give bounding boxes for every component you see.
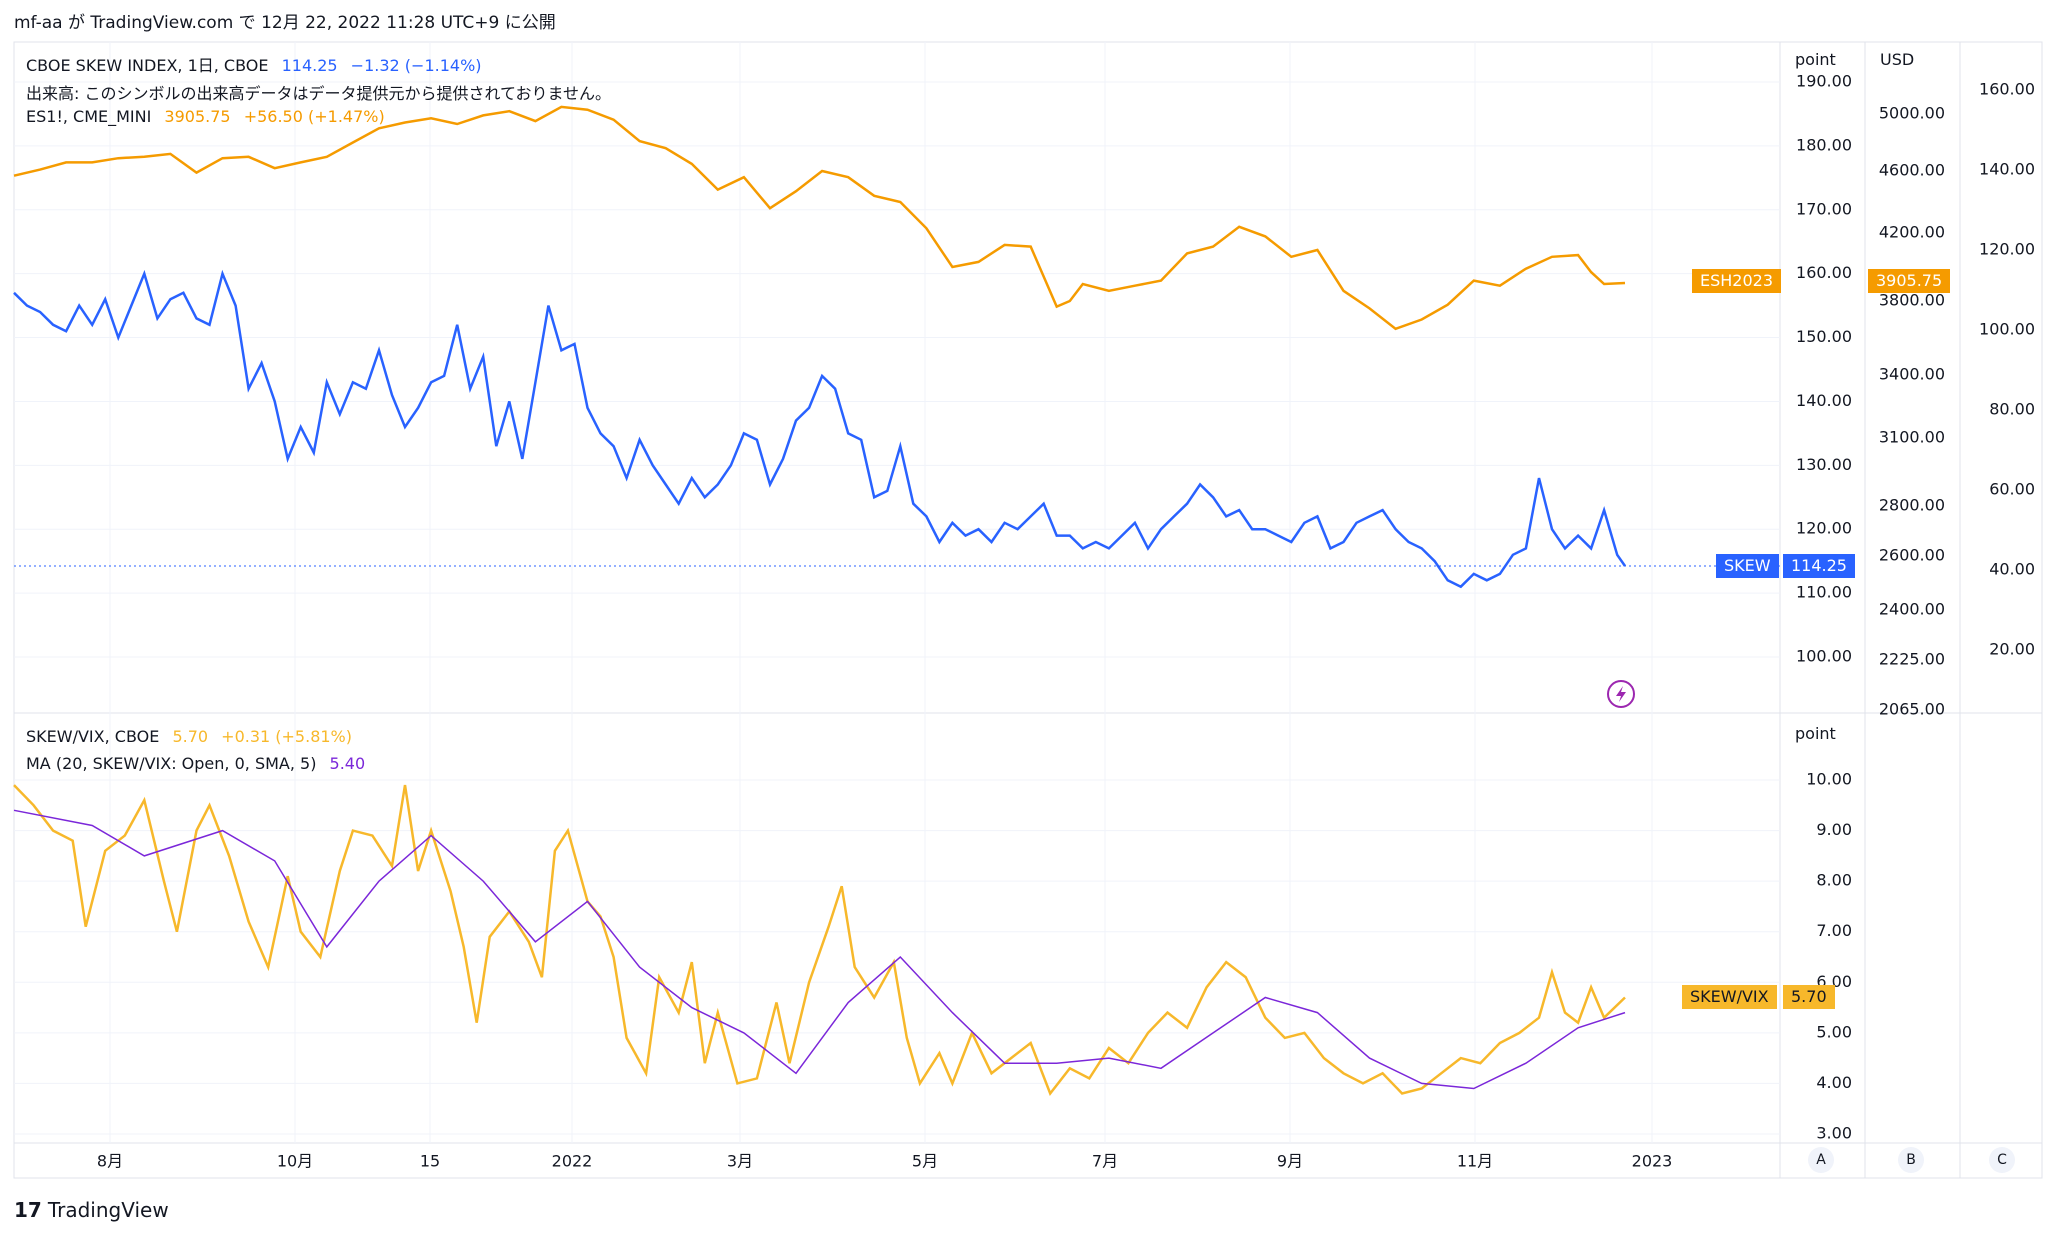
axis-b-tick-label: 3100.00 bbox=[1879, 428, 1945, 447]
es-series-line bbox=[13, 105, 1626, 331]
skew-vix-change: +0.31 (+5.81%) bbox=[221, 727, 352, 746]
axis-b-tick-label: 3400.00 bbox=[1879, 365, 1945, 384]
lower-axis-tick-label: 8.00 bbox=[1816, 871, 1852, 890]
time-axis-label: 2022 bbox=[552, 1152, 593, 1171]
time-axis-label: 9月 bbox=[1277, 1152, 1303, 1171]
axis-b-tick-label: 2400.00 bbox=[1879, 600, 1945, 619]
lower-axis-unit: point bbox=[1795, 724, 1836, 743]
es-value-tag: 3905.75 bbox=[1868, 269, 1951, 293]
ma-value: 5.40 bbox=[329, 754, 366, 773]
lower-axis-tick-label: 10.00 bbox=[1806, 770, 1852, 789]
scale-button-b[interactable]: B bbox=[1898, 1147, 1924, 1173]
tradingview-mark-icon: 17 bbox=[14, 1198, 42, 1222]
publish-info: mf-aa が TradingView.com で 12月 22, 2022 1… bbox=[14, 13, 556, 33]
ma-name: MA (20, SKEW/VIX: Open, 0, SMA, 5) bbox=[26, 754, 317, 773]
skew-label-tag: SKEW bbox=[1716, 554, 1779, 578]
lower-legend-line2[interactable]: MA (20, SKEW/VIX: Open, 0, SMA, 5) 5.40 bbox=[26, 754, 373, 773]
axis-b-tick-label: 2800.00 bbox=[1879, 496, 1945, 515]
axis-b-tick-label: 4600.00 bbox=[1879, 161, 1945, 180]
skew-price: 114.25 bbox=[281, 56, 338, 75]
time-axis-label: 8月 bbox=[97, 1152, 123, 1171]
axis-a-tick-label: 110.00 bbox=[1796, 583, 1852, 602]
lower-axis-tick-label: 4.00 bbox=[1816, 1073, 1852, 1092]
lightning-icon[interactable] bbox=[1607, 680, 1635, 708]
axis-c-tick-label: 20.00 bbox=[1989, 640, 2035, 659]
skew-vix-label-tag: SKEW/VIX bbox=[1682, 985, 1777, 1009]
axis-ticks: 190.00 180.00 170.00 160.00 150.00 140.00 130.… bbox=[97, 72, 2035, 1171]
axis-b-tick-label: 2600.00 bbox=[1879, 546, 1945, 565]
axis-a-tick-label: 120.00 bbox=[1796, 519, 1852, 538]
axis-a-tick-label: 130.00 bbox=[1796, 455, 1852, 474]
es-symbol-name: ES1!, CME_MINI bbox=[26, 107, 152, 126]
time-axis-label: 3月 bbox=[727, 1152, 753, 1171]
tradingview-logo[interactable]: 17 TradingView bbox=[14, 1198, 169, 1222]
grid bbox=[14, 42, 1780, 1143]
axis-b-tick-label: 5000.00 bbox=[1879, 104, 1945, 123]
chart-frame bbox=[13, 41, 2043, 1179]
time-axis-label: 7月 bbox=[1092, 1152, 1118, 1171]
axis-a-tick-label: 140.00 bbox=[1796, 391, 1852, 410]
axis-c-tick-label: 140.00 bbox=[1979, 160, 2035, 179]
time-axis-label: 5月 bbox=[912, 1152, 938, 1171]
axis-a-tick-label: 180.00 bbox=[1796, 135, 1852, 154]
axis-b-tick-label: 4200.00 bbox=[1879, 223, 1945, 242]
axis-b-unit: USD bbox=[1880, 50, 1915, 69]
time-axis-label: 2023 bbox=[1632, 1152, 1673, 1171]
axis-a-tick-label: 190.00 bbox=[1796, 72, 1852, 91]
skew-vix-price: 5.70 bbox=[172, 727, 209, 746]
skew-value-tag: 114.25 bbox=[1783, 554, 1855, 578]
volume-note: 出来高: このシンボルの出来高データはデータ提供元から提供されておりません。 bbox=[26, 84, 612, 103]
skew-symbol-name: CBOE SKEW INDEX, 1日, CBOE bbox=[26, 56, 269, 75]
axis-b-tick-label: 2065.00 bbox=[1879, 700, 1945, 719]
es-label-tag: ESH2023 bbox=[1692, 269, 1782, 293]
lower-legend-line1[interactable]: SKEW/VIX, CBOE 5.70 +0.31 (+5.81%) bbox=[26, 727, 360, 746]
tradingview-logo-text: TradingView bbox=[47, 1198, 169, 1222]
skew-vix-series-line bbox=[13, 784, 1626, 1097]
skew-vix-symbol-name: SKEW/VIX, CBOE bbox=[26, 727, 160, 746]
main-legend-line2[interactable]: ES1!, CME_MINI 3905.75 +56.50 (+1.47%) bbox=[26, 107, 393, 126]
axis-c-tick-label: 100.00 bbox=[1979, 320, 2035, 339]
axis-a-tick-label: 170.00 bbox=[1796, 199, 1852, 218]
main-legend-line1[interactable]: CBOE SKEW INDEX, 1日, CBOE 114.25 −1.32 (… bbox=[26, 52, 490, 76]
axis-c-tick-label: 120.00 bbox=[1979, 240, 2035, 259]
time-axis-label: 15 bbox=[420, 1152, 440, 1171]
scale-button-a[interactable]: A bbox=[1808, 1147, 1834, 1173]
time-axis-label: 10月 bbox=[277, 1152, 313, 1171]
time-axis-label: 11月 bbox=[1457, 1152, 1493, 1171]
axis-c-tick-label: 60.00 bbox=[1989, 480, 2035, 499]
lower-axis-tick-label: 9.00 bbox=[1816, 820, 1852, 839]
axis-a-tick-label: 150.00 bbox=[1796, 327, 1852, 346]
axis-b-tick-label: 2225.00 bbox=[1879, 650, 1945, 669]
lower-axis-tick-label: 5.00 bbox=[1816, 1022, 1852, 1041]
axis-c-tick-label: 40.00 bbox=[1989, 560, 2035, 579]
skew-series-line bbox=[13, 269, 1627, 589]
axis-b-tick-label: 3800.00 bbox=[1879, 291, 1945, 310]
lower-axis-tick-label: 3.00 bbox=[1816, 1124, 1852, 1143]
es-price: 3905.75 bbox=[164, 107, 231, 126]
axis-c-tick-label: 160.00 bbox=[1979, 80, 2035, 99]
axis-a-unit: point bbox=[1795, 50, 1836, 69]
es-change: +56.50 (+1.47%) bbox=[243, 107, 385, 126]
axis-c-tick-label: 80.00 bbox=[1989, 400, 2035, 419]
skew-change: −1.32 (−1.14%) bbox=[350, 56, 482, 75]
scale-button-c[interactable]: C bbox=[1989, 1147, 2015, 1173]
axis-a-tick-label: 160.00 bbox=[1796, 263, 1852, 282]
ma-series-line bbox=[13, 809, 1626, 1090]
axis-a-tick-label: 100.00 bbox=[1796, 647, 1852, 666]
lower-axis-tick-label: 7.00 bbox=[1816, 921, 1852, 940]
skew-vix-value-tag: 5.70 bbox=[1783, 985, 1835, 1009]
